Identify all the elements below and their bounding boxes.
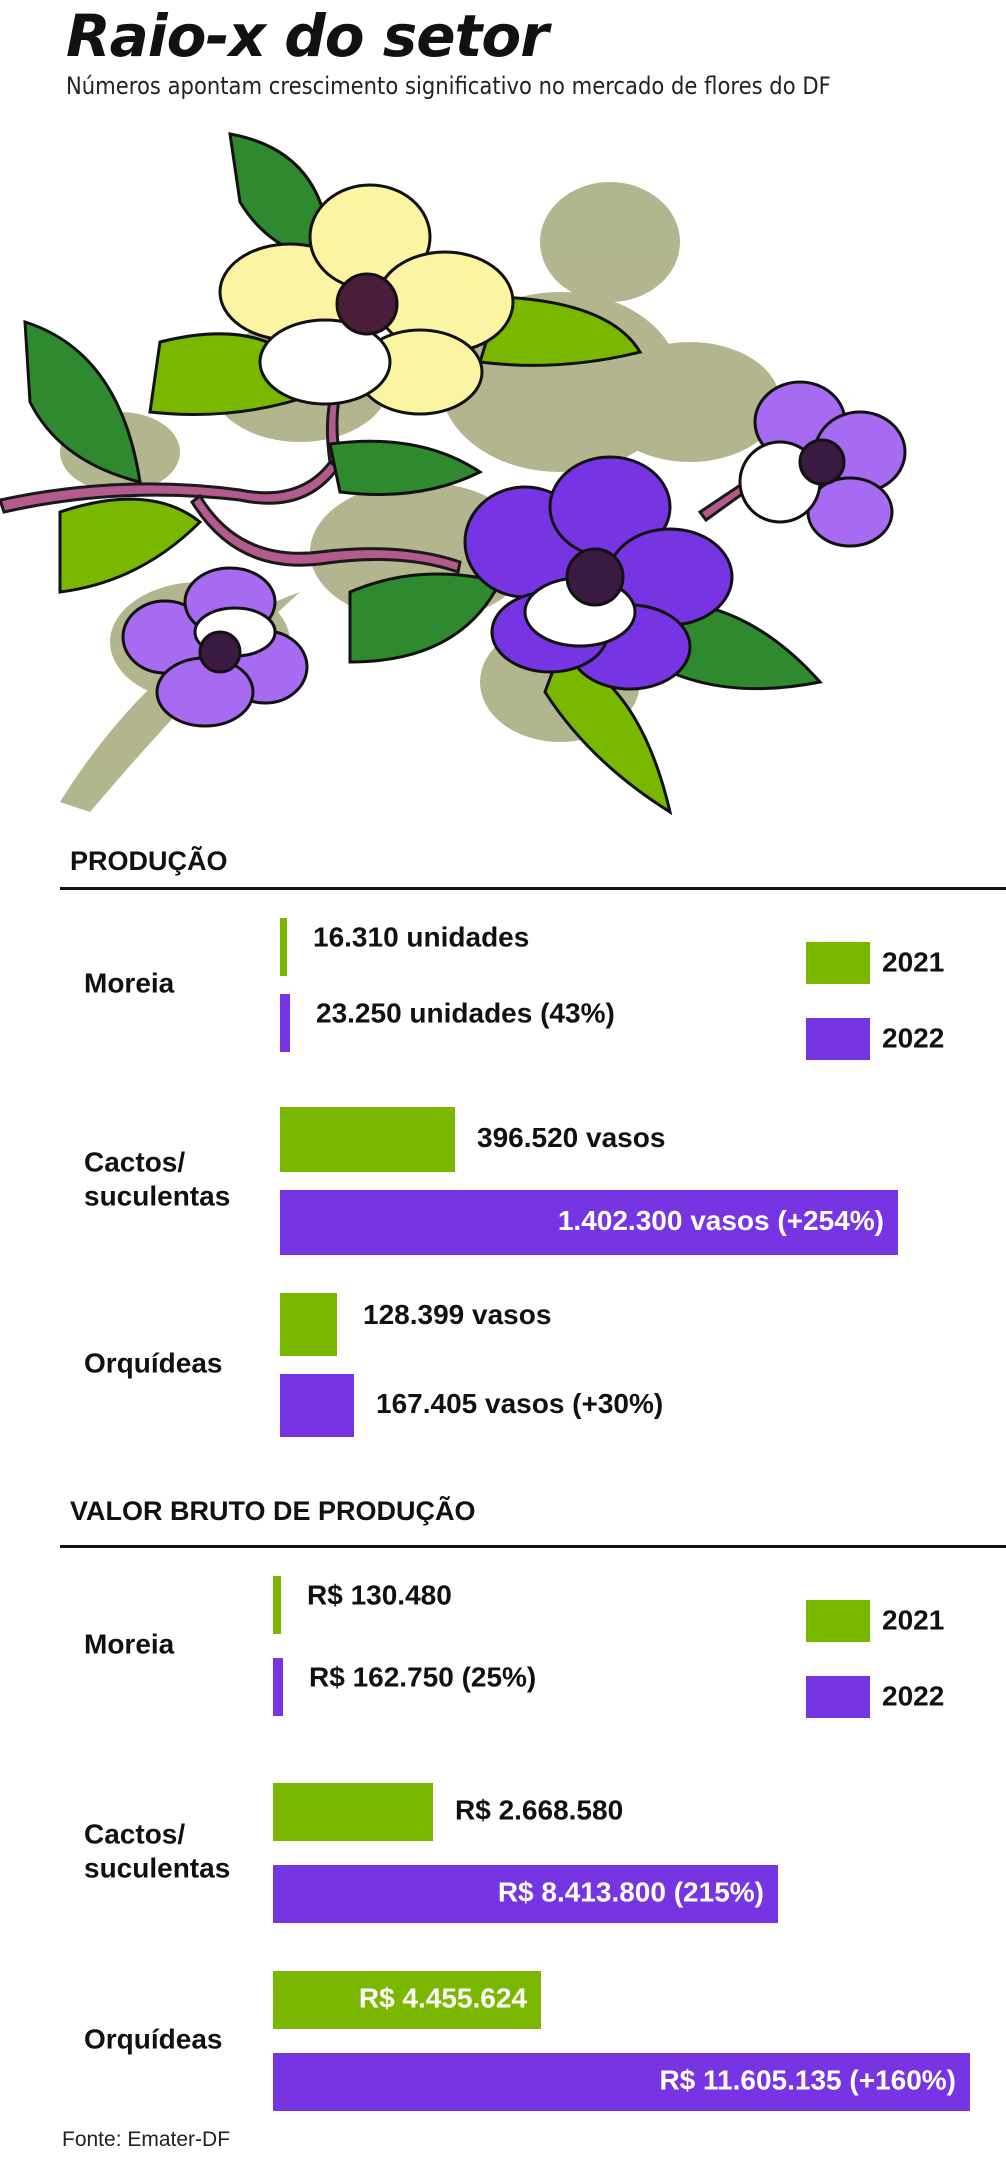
category-label: suculentas [84, 1852, 230, 1883]
bar-2021-0 [273, 1576, 281, 1634]
bar-2022-1 [273, 1865, 778, 1923]
legend-swatch [806, 1018, 870, 1060]
category-label: Cactos/ [84, 1818, 185, 1849]
bar-2022-2 [273, 2053, 970, 2111]
flower-illustration [0, 132, 907, 816]
chart-producao-svg: 16.310 unidades 23.250 unidades (43%) More… [84, 918, 944, 1437]
data-label: 396.520 vasos [477, 1122, 665, 1153]
data-label: 1.402.300 vasos (+254%) [558, 1205, 884, 1236]
data-label: 23.250 unidades (43%) [316, 997, 615, 1028]
section-divider [60, 887, 1006, 890]
chart-valor-bruto-svg: R$ 130.480 R$ 162.750 (25%) Moreia R$ 2.668… [84, 1576, 970, 2111]
bar-2021-0 [280, 918, 287, 976]
legend-label: 2021 [882, 946, 944, 977]
chart-valor-bruto: R$ 130.480 R$ 162.750 (25%) Moreia R$ 2.668… [0, 1558, 1006, 2118]
source-note: Fonte: Emater-DF [62, 2128, 231, 2151]
bar-2022-0 [280, 994, 290, 1052]
section-divider [60, 1545, 1006, 1548]
data-label: 128.399 vasos [363, 1299, 551, 1330]
data-label: R$ 130.480 [307, 1579, 452, 1610]
section-title-producao: PRODUÇÃO [70, 846, 228, 876]
section-title-valor-bruto: VALOR BRUTO DE PRODUÇÃO [70, 1496, 476, 1526]
legend-swatch [806, 942, 870, 984]
data-label: R$ 11.605.135 (+160%) [659, 2064, 956, 2095]
bar-2022-0 [273, 1658, 283, 1716]
category-label: Cactos/ [84, 1146, 185, 1177]
category-label: Moreia [84, 1628, 175, 1659]
category-label: Moreia [84, 967, 175, 998]
data-label: R$ 162.750 (25%) [309, 1661, 536, 1692]
bar-2022-2 [280, 1374, 354, 1437]
data-label: R$ 8.413.800 (215%) [498, 1876, 764, 1907]
legend-swatch [806, 1600, 870, 1642]
data-label: 16.310 unidades [313, 921, 529, 952]
page-subtitle: Números apontam crescimento significativ… [66, 72, 831, 100]
legend-swatch [806, 1676, 870, 1718]
legend-label: 2021 [882, 1604, 944, 1635]
data-label: R$ 4.455.624 [359, 1982, 528, 2013]
legend-label: 2022 [882, 1022, 944, 1053]
bar-2021-2 [273, 1971, 541, 2029]
category-label: Orquídeas [84, 1347, 222, 1378]
category-label: suculentas [84, 1180, 230, 1211]
legend-label: 2022 [882, 1680, 944, 1711]
chart-producao: 16.310 unidades 23.250 unidades (43%) More… [0, 900, 1006, 1460]
flower-icon [121, 183, 907, 728]
data-label: R$ 2.668.580 [455, 1794, 623, 1825]
page-title: Raio-x do setor [66, 2, 549, 70]
data-label: 167.405 vasos (+30%) [376, 1388, 663, 1419]
bar-2021-1 [280, 1107, 455, 1172]
bar-2021-2 [280, 1293, 337, 1356]
bar-2021-1 [273, 1783, 433, 1841]
bar-2022-1 [280, 1190, 898, 1255]
category-label: Orquídeas [84, 2023, 222, 2054]
